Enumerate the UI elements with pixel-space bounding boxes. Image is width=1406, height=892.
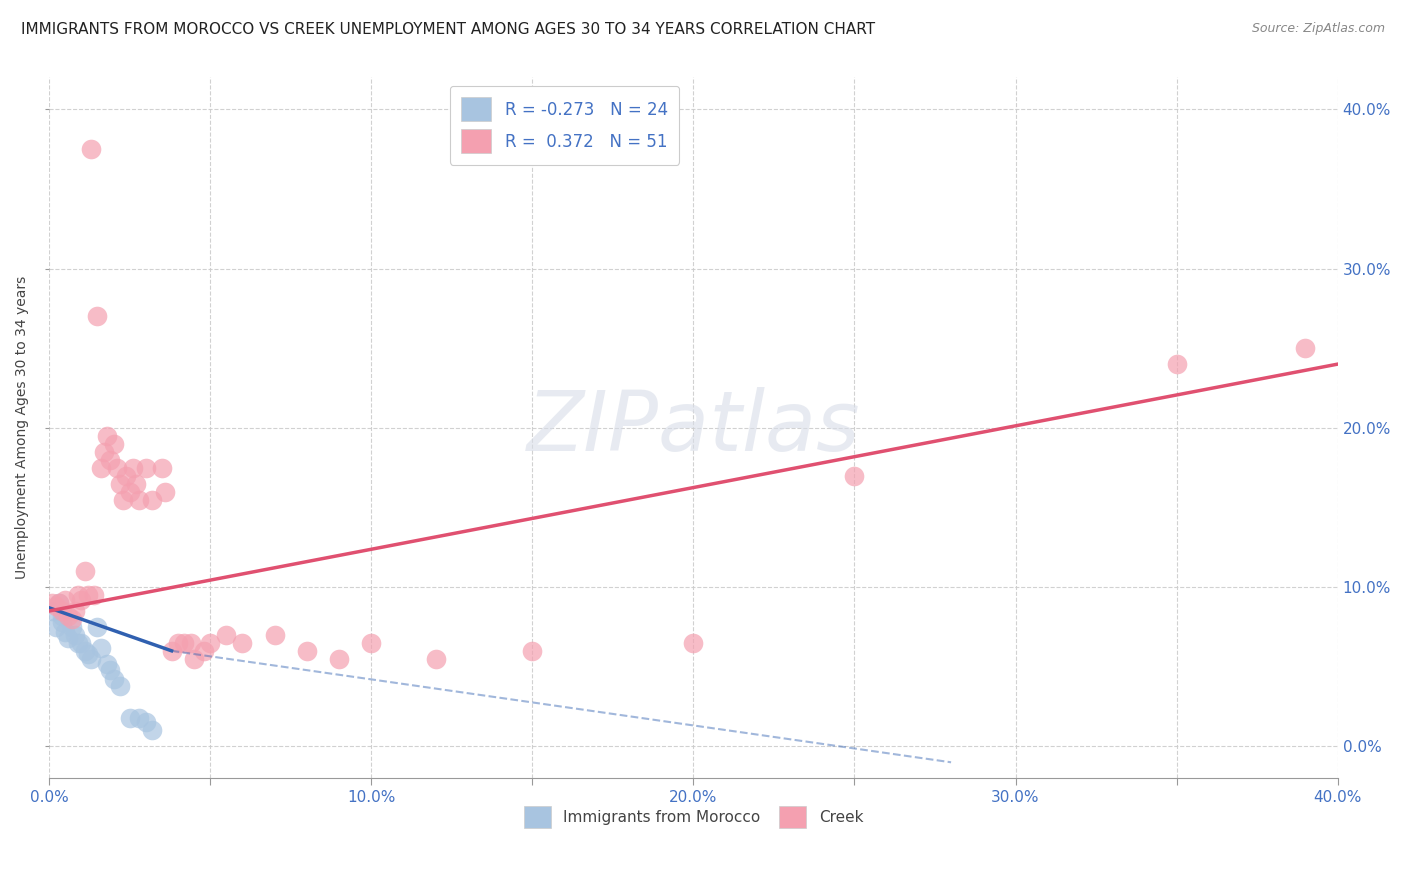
Point xyxy=(76,588,98,602)
Point xyxy=(63,628,86,642)
Point xyxy=(231,636,253,650)
Point xyxy=(328,652,350,666)
Point xyxy=(115,468,138,483)
Point xyxy=(215,628,238,642)
Point xyxy=(160,644,183,658)
Point xyxy=(425,652,447,666)
Point xyxy=(73,644,96,658)
Point xyxy=(76,647,98,661)
Point xyxy=(682,636,704,650)
Legend: Immigrants from Morocco, Creek: Immigrants from Morocco, Creek xyxy=(517,800,869,834)
Point xyxy=(522,644,544,658)
Point xyxy=(58,631,80,645)
Point xyxy=(53,624,76,639)
Point xyxy=(193,644,215,658)
Point xyxy=(153,484,176,499)
Point xyxy=(108,476,131,491)
Point xyxy=(1294,341,1316,355)
Text: ZIPatlas: ZIPatlas xyxy=(527,387,860,468)
Point xyxy=(60,612,83,626)
Point xyxy=(150,460,173,475)
Point xyxy=(45,620,67,634)
Point xyxy=(70,592,93,607)
Point xyxy=(51,608,73,623)
Point xyxy=(128,711,150,725)
Point xyxy=(173,636,195,650)
Point xyxy=(141,723,163,738)
Point xyxy=(183,652,205,666)
Point xyxy=(180,636,202,650)
Point xyxy=(90,460,112,475)
Point xyxy=(103,673,125,687)
Point xyxy=(135,715,157,730)
Text: Source: ZipAtlas.com: Source: ZipAtlas.com xyxy=(1251,22,1385,36)
Point xyxy=(53,592,76,607)
Point xyxy=(200,636,222,650)
Point xyxy=(51,615,73,629)
Point xyxy=(86,310,108,324)
Point xyxy=(67,588,90,602)
Point xyxy=(263,628,285,642)
Point xyxy=(70,636,93,650)
Point xyxy=(63,604,86,618)
Point xyxy=(90,640,112,655)
Point xyxy=(58,608,80,623)
Point xyxy=(41,596,63,610)
Point xyxy=(51,604,73,618)
Text: IMMIGRANTS FROM MOROCCO VS CREEK UNEMPLOYMENT AMONG AGES 30 TO 34 YEARS CORRELAT: IMMIGRANTS FROM MOROCCO VS CREEK UNEMPLO… xyxy=(21,22,875,37)
Point xyxy=(118,484,141,499)
Point xyxy=(360,636,382,650)
Point xyxy=(48,596,70,610)
Point xyxy=(41,604,63,618)
Point xyxy=(122,460,145,475)
Point xyxy=(98,663,121,677)
Point xyxy=(86,620,108,634)
Point xyxy=(1166,357,1188,371)
Point xyxy=(96,657,118,671)
Point xyxy=(67,636,90,650)
Point xyxy=(83,588,105,602)
Point xyxy=(96,429,118,443)
Point xyxy=(167,636,190,650)
Point xyxy=(98,452,121,467)
Point xyxy=(80,652,103,666)
Point xyxy=(135,460,157,475)
Point xyxy=(295,644,318,658)
Point xyxy=(93,444,115,458)
Point xyxy=(80,142,103,156)
Point xyxy=(103,436,125,450)
Y-axis label: Unemployment Among Ages 30 to 34 years: Unemployment Among Ages 30 to 34 years xyxy=(15,277,30,580)
Point xyxy=(73,564,96,578)
Point xyxy=(48,596,70,610)
Point xyxy=(141,492,163,507)
Point xyxy=(60,620,83,634)
Point xyxy=(45,599,67,614)
Point xyxy=(108,679,131,693)
Point xyxy=(844,468,866,483)
Point xyxy=(112,492,135,507)
Point xyxy=(128,492,150,507)
Point xyxy=(105,460,128,475)
Point xyxy=(118,711,141,725)
Point xyxy=(125,476,148,491)
